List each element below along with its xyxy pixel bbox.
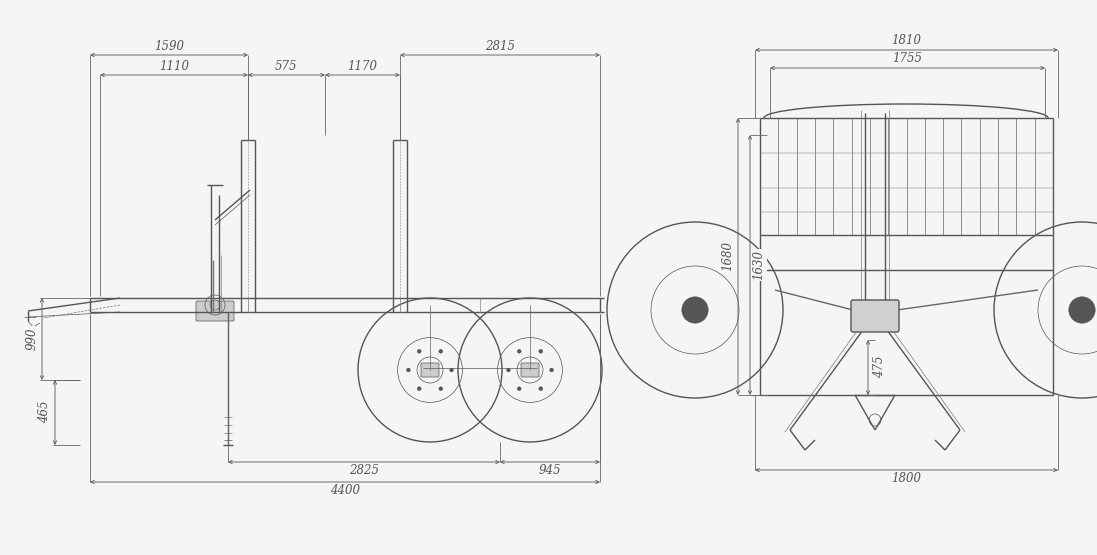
Text: 575: 575 <box>274 59 297 73</box>
Circle shape <box>682 297 709 323</box>
Text: 945: 945 <box>539 465 562 477</box>
Text: 1810: 1810 <box>891 34 921 48</box>
Circle shape <box>417 349 421 354</box>
Circle shape <box>210 300 220 310</box>
Circle shape <box>539 387 543 391</box>
Circle shape <box>425 364 436 376</box>
Text: 1680: 1680 <box>722 241 735 271</box>
Text: 2825: 2825 <box>349 465 378 477</box>
Text: 2815: 2815 <box>485 39 514 53</box>
FancyBboxPatch shape <box>521 363 539 377</box>
Text: 4400: 4400 <box>330 485 360 497</box>
Text: 1590: 1590 <box>154 39 184 53</box>
Text: 1800: 1800 <box>891 472 921 486</box>
FancyBboxPatch shape <box>421 363 439 377</box>
Circle shape <box>539 349 543 354</box>
Circle shape <box>507 368 510 372</box>
Circle shape <box>450 368 453 372</box>
Circle shape <box>517 349 521 354</box>
Text: 1170: 1170 <box>347 59 377 73</box>
Circle shape <box>439 387 443 391</box>
Text: 1110: 1110 <box>159 59 189 73</box>
FancyBboxPatch shape <box>196 301 234 321</box>
Text: 475: 475 <box>873 356 886 379</box>
FancyBboxPatch shape <box>851 300 900 332</box>
Text: 1630: 1630 <box>753 250 766 280</box>
Text: 1755: 1755 <box>892 53 921 65</box>
Text: 465: 465 <box>38 401 52 423</box>
Circle shape <box>406 368 410 372</box>
Circle shape <box>550 368 554 372</box>
Circle shape <box>417 387 421 391</box>
Text: 990: 990 <box>25 328 38 350</box>
Circle shape <box>1068 297 1095 323</box>
Circle shape <box>524 364 535 376</box>
Circle shape <box>439 349 443 354</box>
Circle shape <box>517 387 521 391</box>
